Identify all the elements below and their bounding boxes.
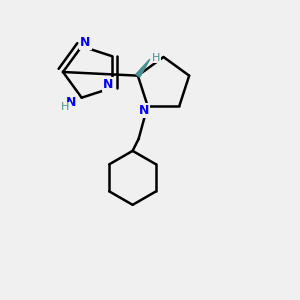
Text: H: H: [61, 103, 69, 113]
Text: N: N: [103, 78, 113, 91]
Text: N: N: [66, 96, 76, 109]
Text: N: N: [80, 36, 90, 49]
Text: H: H: [152, 53, 160, 63]
Text: H: H: [61, 102, 69, 112]
Text: N: N: [66, 96, 76, 109]
Text: N: N: [139, 104, 149, 117]
Text: N: N: [80, 36, 90, 49]
Polygon shape: [136, 59, 150, 77]
Text: N: N: [103, 78, 113, 91]
Text: N: N: [139, 104, 149, 117]
Text: H: H: [152, 53, 160, 63]
